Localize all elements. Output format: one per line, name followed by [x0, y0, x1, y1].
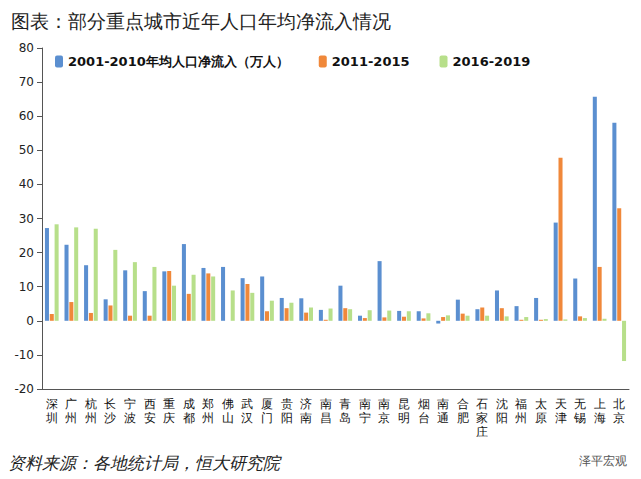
svg-text:杭: 杭	[84, 397, 97, 411]
svg-text:原: 原	[535, 411, 547, 425]
svg-text:西: 西	[144, 397, 156, 411]
svg-text:石: 石	[476, 397, 488, 411]
svg-text:波: 波	[124, 411, 136, 425]
svg-text:昆: 昆	[398, 397, 410, 411]
svg-text:资料来源：各地统计局，恒大研究院: 资料来源：各地统计局，恒大研究院	[8, 453, 282, 473]
svg-text:太: 太	[535, 397, 547, 411]
svg-text:青: 青	[339, 397, 351, 411]
svg-text:汉: 汉	[241, 411, 253, 425]
svg-text:厦: 厦	[261, 397, 273, 411]
svg-text:昌: 昌	[320, 411, 332, 425]
svg-text:郑: 郑	[202, 397, 214, 411]
svg-text:门: 门	[261, 411, 273, 425]
svg-text:南: 南	[378, 397, 390, 411]
svg-text:庆: 庆	[163, 411, 175, 425]
svg-text:重: 重	[163, 397, 175, 411]
svg-text:烟: 烟	[418, 397, 430, 411]
svg-text:岛: 岛	[339, 411, 351, 425]
svg-text:成: 成	[183, 397, 195, 411]
svg-text:佛: 佛	[222, 397, 234, 411]
svg-text:北: 北	[613, 397, 625, 411]
svg-text:武: 武	[241, 397, 253, 411]
svg-text:80: 80	[19, 41, 34, 55]
svg-text:都: 都	[183, 411, 195, 425]
svg-text:州: 州	[202, 411, 214, 425]
svg-text:南: 南	[320, 397, 332, 411]
svg-text:10: 10	[19, 280, 34, 294]
svg-text:0: 0	[26, 314, 34, 328]
svg-text:圳: 圳	[45, 411, 58, 425]
svg-text:贵: 贵	[281, 397, 293, 411]
svg-text:图表：部分重点城市近年人口年均净流入情况: 图表：部分重点城市近年人口年均净流入情况	[11, 10, 391, 32]
svg-text:-20: -20	[14, 382, 34, 396]
svg-text:-10: -10	[14, 348, 34, 362]
svg-text:50: 50	[19, 143, 34, 157]
svg-text:南: 南	[437, 397, 449, 411]
svg-text:60: 60	[19, 109, 34, 123]
svg-text:南: 南	[300, 411, 312, 425]
svg-text:广: 广	[65, 397, 77, 411]
svg-text:天: 天	[555, 397, 567, 411]
svg-text:家: 家	[476, 411, 488, 425]
svg-text:京: 京	[378, 411, 390, 425]
svg-text:海: 海	[594, 411, 606, 425]
svg-text:津: 津	[555, 411, 567, 425]
svg-text:肥: 肥	[457, 411, 469, 425]
svg-text:无: 无	[574, 397, 586, 411]
svg-text:山: 山	[222, 411, 234, 425]
svg-text:30: 30	[19, 212, 34, 226]
svg-text:安: 安	[144, 411, 156, 425]
svg-text:2016-2019: 2016-2019	[453, 54, 531, 69]
svg-text:台: 台	[418, 411, 430, 425]
svg-text:40: 40	[19, 177, 34, 191]
svg-text:济: 济	[300, 397, 312, 411]
svg-text:20: 20	[19, 246, 34, 260]
svg-text:2001-2010年均人口净流入（万人）: 2001-2010年均人口净流入（万人）	[68, 54, 289, 69]
svg-text:阳: 阳	[281, 411, 293, 425]
svg-text:上: 上	[594, 397, 606, 411]
svg-text:深: 深	[46, 397, 58, 411]
svg-text:锡: 锡	[573, 411, 586, 425]
svg-text:州: 州	[85, 411, 97, 425]
svg-text:泽平宏观: 泽平宏观	[579, 454, 627, 468]
svg-text:沙: 沙	[104, 411, 116, 425]
svg-text:2011-2015: 2011-2015	[332, 54, 410, 69]
svg-text:70: 70	[19, 75, 34, 89]
svg-text:福: 福	[515, 397, 527, 411]
svg-text:阳: 阳	[496, 411, 508, 425]
svg-text:州: 州	[65, 411, 77, 425]
svg-text:京: 京	[613, 411, 625, 425]
svg-text:通: 通	[437, 411, 449, 425]
svg-text:州: 州	[515, 411, 527, 425]
svg-text:明: 明	[398, 411, 410, 425]
svg-text:宁: 宁	[359, 411, 371, 425]
svg-text:长: 长	[104, 397, 116, 411]
svg-text:南: 南	[359, 397, 371, 411]
svg-text:沈: 沈	[496, 397, 508, 411]
svg-text:庄: 庄	[476, 425, 488, 439]
svg-text:宁: 宁	[124, 397, 136, 411]
svg-text:合: 合	[457, 397, 469, 411]
